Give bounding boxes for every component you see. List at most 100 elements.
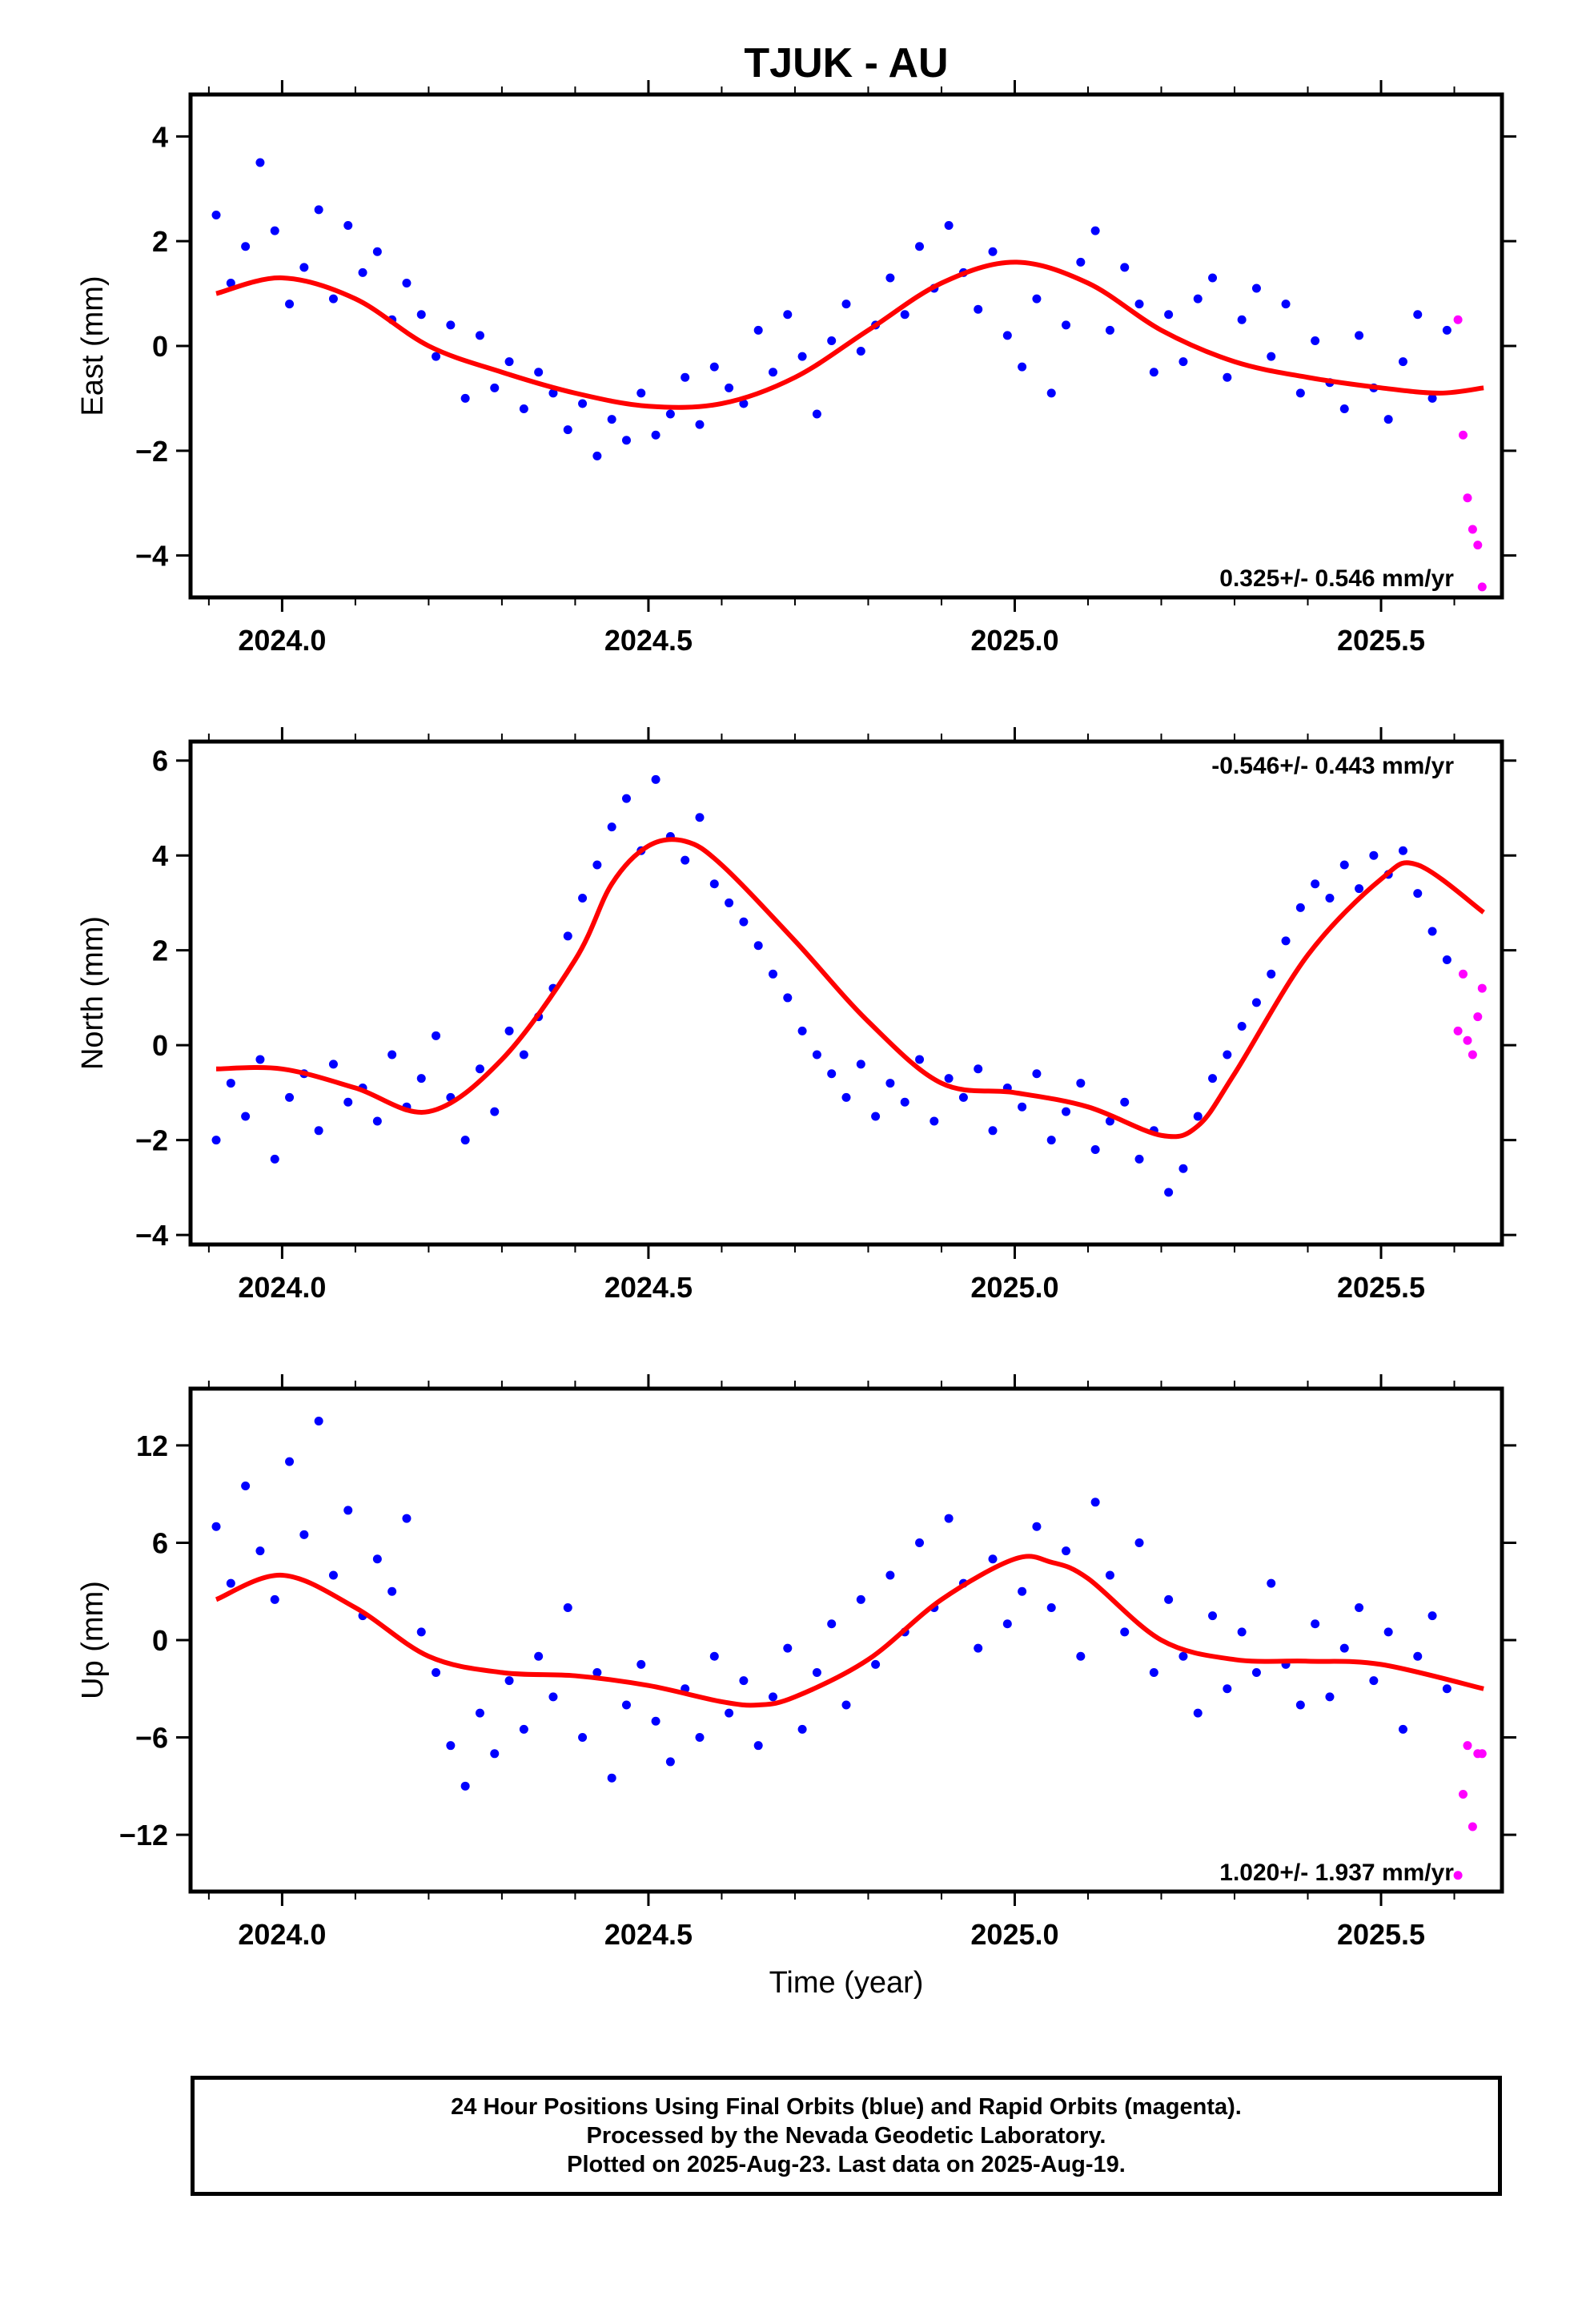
final-orbit-point [768,1692,777,1702]
final-orbit-point [504,357,514,367]
rate-annotation: -0.546+/- 0.443 mm/yr [1211,753,1454,779]
final-orbit-point [1105,1570,1114,1580]
x-tick-label: 2024.5 [604,1271,693,1304]
final-orbit-point [856,347,865,356]
rapid-orbit-point [1473,541,1483,550]
plot-area [211,158,1487,592]
final-orbit-point [915,1055,925,1064]
rapid-orbit-point [1459,1789,1468,1799]
rapid-orbit-point [1468,1822,1477,1831]
final-orbit-point [681,855,690,865]
east-panel: 2024.0 2024.5 2025.0 2025.5 −4 −2 0 2 4 East (mm)… [76,80,1516,657]
final-orbit-point [944,1514,954,1523]
final-orbit-point [1062,1546,1071,1556]
final-orbit-point [944,221,954,231]
final-orbit-point [1018,1102,1027,1112]
final-orbit-point [490,383,500,392]
final-orbit-point [592,860,602,870]
x-tick-label: 2025.0 [970,1271,1058,1304]
final-orbit-point [1355,1602,1364,1612]
final-orbit-point [1442,955,1452,965]
rapid-orbit-point [1477,582,1487,592]
up-panel: 2024.0 2024.5 2025.0 2025.5 −12 −6 0 6 12 Up (mm)… [76,1374,1516,1951]
final-orbit-point [695,420,705,429]
footer-line-2: Processed by the Nevada Geodetic Laborat… [586,2123,1106,2149]
final-orbit-point [827,1069,837,1079]
final-orbit-point [1223,1684,1232,1694]
final-orbit-point [753,941,763,951]
final-orbit-point [636,1659,646,1669]
rapid-orbit-point [1477,1749,1487,1759]
final-orbit-point [885,1570,895,1580]
final-orbit-point [1090,1145,1100,1155]
final-orbit-point [534,368,544,377]
final-orbit-point [1208,273,1218,283]
final-orbit-point [1076,1651,1086,1661]
final-orbit-point [739,399,749,408]
final-orbit-point [285,300,295,309]
final-orbit-point [490,1107,500,1116]
final-orbit-point [900,1097,909,1107]
rapid-orbit-point [1468,525,1477,534]
final-orbit-point [1427,927,1437,936]
y-tick-label: −2 [135,1124,168,1157]
final-orbit-point [783,1643,793,1653]
final-orbit-point [1193,1112,1203,1121]
final-orbit-point [1339,404,1349,413]
final-orbit-point [578,894,588,903]
plot-area [211,1417,1487,1880]
y-axis-label: North (mm) [76,916,110,1070]
x-axis-title: Time (year) [769,1966,924,2000]
final-orbit-point [1164,1594,1174,1604]
final-orbit-point [636,388,646,398]
final-orbit-point [563,1602,572,1612]
final-orbit-point [1383,1627,1393,1637]
footer-line-3: Plotted on 2025-Aug-23. Last data on 202… [567,2152,1126,2177]
final-orbit-point [768,969,777,979]
final-orbit-point [446,320,456,330]
final-orbit-point [578,399,588,408]
final-orbit-point [709,1651,719,1661]
final-orbit-point [460,1781,470,1791]
rapid-orbit-point [1453,315,1463,324]
final-orbit-point [1413,310,1423,320]
rapid-orbit-point [1477,983,1487,993]
final-orbit-point [432,1668,441,1678]
final-orbit-point [1208,1611,1218,1621]
final-orbit-point [665,1757,675,1767]
final-orbit-point [226,1578,235,1588]
final-orbit-point [255,158,265,167]
final-orbit-point [1267,1578,1276,1588]
final-orbit-point [1237,1021,1247,1031]
y-tick-label: 4 [152,120,168,153]
final-orbit-point [372,1554,382,1564]
final-orbit-point [797,1026,807,1035]
final-orbit-point [270,226,279,235]
final-orbit-point [475,1064,484,1074]
final-orbit-point [446,1741,456,1751]
final-orbit-point [490,1749,500,1759]
rapid-orbit-point [1463,1741,1472,1751]
final-orbit-point [1134,300,1144,309]
final-orbit-point [1442,325,1452,335]
plot-frame [188,739,1504,1247]
final-orbit-point [739,1676,749,1686]
final-orbit-point [1398,1724,1407,1734]
footer-line-1: 24 Hour Positions Using Final Orbits (bl… [451,2094,1242,2120]
final-orbit-point [592,1668,602,1678]
final-orbit-point [402,279,412,287]
x-tick-label: 2024.0 [238,1918,326,1951]
final-orbit-point [665,409,675,419]
final-orbit-point [1046,388,1056,398]
final-orbit-point [1105,1116,1114,1126]
final-orbit-point [621,436,631,445]
final-orbit-point [211,1136,221,1145]
final-orbit-point [372,247,382,256]
final-orbit-point [1046,1136,1056,1145]
final-orbit-point [1383,415,1393,424]
final-orbit-point [900,310,909,320]
final-orbit-point [1369,850,1379,860]
final-orbit-point [504,1676,514,1686]
final-orbit-point [1281,936,1291,946]
final-orbit-point [1193,294,1203,304]
